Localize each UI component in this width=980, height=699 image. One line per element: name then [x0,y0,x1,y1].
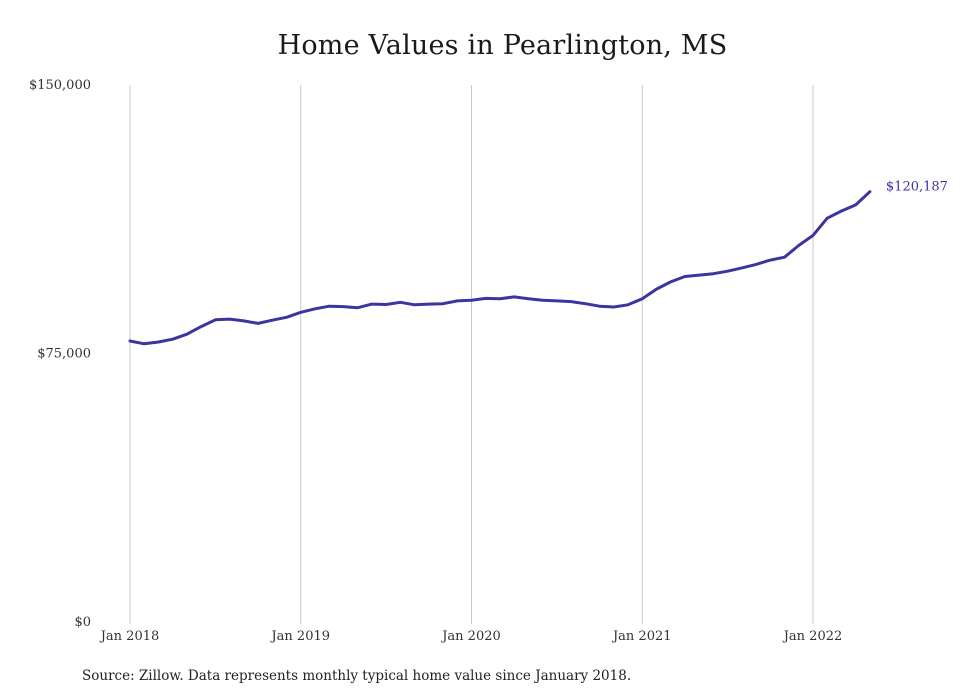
x-tick-label: Jan 2021 [611,629,672,644]
x-axis-ticks: Jan 2018 Jan 2019 Jan 2020 Jan 2021 Jan 2022 [99,629,843,644]
source-note: Source: Zillow. Data represents monthly … [82,668,632,684]
series-line [128,190,872,346]
series-layer [128,190,872,346]
annotation-layer: $120,187 [886,180,948,195]
y-tick-label: $150,000 [29,78,91,93]
end-value-label: $120,187 [886,180,948,195]
vertical-grid [129,85,814,624]
chart-title: Home Values in Pearlington, MS [277,30,728,61]
y-axis-ticks: $0 $75,000 $150,000 [29,78,91,630]
x-tick-label: Jan 2022 [782,629,843,644]
y-tick-label: $75,000 [37,347,91,362]
y-tick-label: $0 [74,615,91,630]
x-tick-label: Jan 2019 [269,629,330,644]
x-tick-label: Jan 2020 [440,629,501,644]
x-tick-label: Jan 2018 [99,629,160,644]
